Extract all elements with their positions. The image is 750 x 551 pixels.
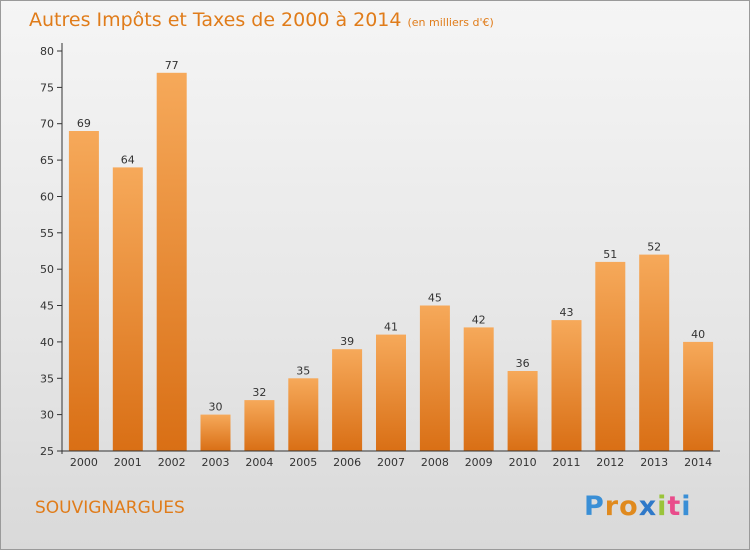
x-tick-label: 2001: [114, 456, 142, 469]
data-label: 64: [121, 153, 135, 166]
data-label: 52: [647, 241, 661, 254]
x-tick-label: 2010: [509, 456, 537, 469]
bar-2001: [112, 167, 143, 451]
data-label: 30: [209, 401, 223, 414]
data-label: 43: [560, 306, 574, 319]
bar-2008: [419, 305, 450, 451]
logo-letter: r: [604, 491, 620, 522]
x-tick-label: 2002: [158, 456, 186, 469]
x-tick-label: 2013: [640, 456, 668, 469]
logo-letter: x: [638, 491, 658, 522]
x-tick-label: 2000: [70, 456, 98, 469]
bar-2003: [200, 414, 231, 451]
bar-2012: [595, 261, 626, 451]
data-label: 45: [428, 292, 442, 305]
y-tick-label: 50: [40, 263, 54, 276]
data-label: 39: [340, 335, 354, 348]
y-tick-label: 25: [40, 445, 54, 458]
data-label: 41: [384, 321, 398, 334]
logo-letter: P: [584, 491, 605, 522]
logo-letter: i: [681, 491, 692, 522]
x-tick-label: 2006: [333, 456, 361, 469]
bar-2010: [507, 371, 538, 451]
proxiti-logo[interactable]: Proxiti: [584, 491, 692, 522]
y-tick-label: 55: [40, 227, 54, 240]
y-tick-label: 45: [40, 300, 54, 313]
x-tick-label: 2009: [465, 456, 493, 469]
bar-2007: [376, 334, 406, 451]
logo-letter: o: [619, 491, 639, 522]
chart-subtitle: (en milliers d'€): [407, 16, 494, 29]
y-tick-label: 80: [40, 45, 54, 58]
logo-letter: t: [667, 491, 682, 522]
logo-letter: i: [657, 491, 668, 522]
bar-2014: [683, 341, 714, 451]
data-label: 42: [472, 313, 486, 326]
data-label: 69: [77, 117, 91, 130]
x-tick-label: 2012: [596, 456, 624, 469]
y-tick-label: 60: [40, 191, 54, 204]
data-label: 36: [516, 357, 530, 370]
y-tick-label: 70: [40, 118, 54, 131]
data-label: 40: [691, 328, 705, 341]
bar-2005: [288, 378, 319, 451]
y-tick-label: 40: [40, 336, 54, 349]
x-tick-label: 2003: [202, 456, 230, 469]
y-tick-label: 35: [40, 372, 54, 385]
data-label: 32: [252, 386, 266, 399]
data-label: 35: [296, 364, 310, 377]
chart-title: Autres Impôts et Taxes de 2000 à 2014 (en…: [29, 9, 494, 31]
bar-2004: [244, 400, 275, 451]
y-tick-label: 75: [40, 81, 54, 94]
title-text: Autres Impôts et Taxes de 2000 à 2014: [29, 9, 402, 31]
bar-2013: [639, 254, 670, 451]
axes-group: 2000 2001 2002 2003 2004 2005 2006 2007 2008 2009…: [40, 43, 720, 469]
x-tick-label: 2008: [421, 456, 449, 469]
x-tick-label: 2014: [684, 456, 712, 469]
bars-group: 69 64 77 30 32 35 39 41 45 42 36 43 51 52 40: [68, 59, 714, 452]
y-tick-label: 65: [40, 154, 54, 167]
data-label: 77: [165, 59, 179, 72]
bar-2000: [68, 131, 99, 451]
y-tick-label: 30: [40, 409, 54, 422]
bar-2009: [463, 327, 494, 451]
x-tick-label: 2007: [377, 456, 405, 469]
bar-2006: [332, 349, 363, 451]
bar-2002: [156, 72, 187, 452]
data-label: 51: [603, 248, 617, 261]
x-tick-label: 2004: [245, 456, 273, 469]
x-tick-label: 2005: [289, 456, 317, 469]
commune-name: SOUVIGNARGUES: [35, 498, 185, 518]
bar-2011: [551, 320, 582, 451]
x-tick-label: 2011: [553, 456, 581, 469]
